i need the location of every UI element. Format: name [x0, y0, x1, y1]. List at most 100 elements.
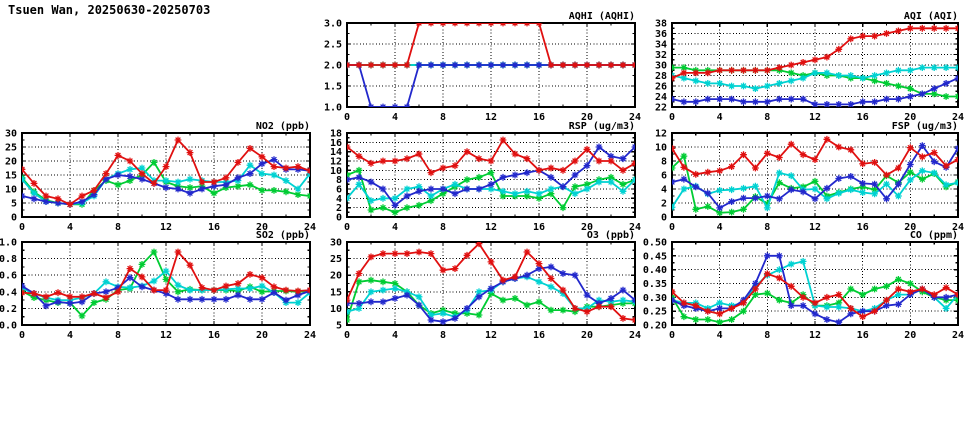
co-xtick-label: 16	[857, 330, 869, 341]
aqi-xtick-label: 12	[809, 112, 821, 123]
rsp-xtick-label: 20	[581, 222, 593, 233]
aqi-markers-cyan	[672, 64, 958, 92]
page-title: Tsuen Wan, 20250630-20250703	[8, 3, 211, 17]
aqhi-xtick-label: 24	[629, 112, 641, 123]
aqhi-ytick-label: 3.0	[324, 19, 342, 30]
no2-chart-title: NO2 (ppb)	[256, 121, 310, 132]
fsp-xtick-label: 8	[764, 222, 770, 233]
fsp-xtick-label: 12	[809, 222, 821, 233]
aqi-xtick-label: 20	[904, 112, 916, 123]
aqi-ytick-label: 28	[655, 71, 667, 82]
o3-series-group	[347, 242, 635, 325]
o3-xtick-label: 0	[344, 330, 350, 341]
no2-xtick-label: 4	[67, 222, 73, 233]
fsp-ytick-label: 2	[661, 199, 667, 210]
rsp-ytick-label: 4	[336, 194, 342, 205]
fsp-xtick-label: 4	[717, 222, 723, 233]
so2-ytick-label: 0.4	[0, 287, 17, 298]
no2-ytick-label: 20	[5, 157, 17, 168]
fsp-xtick-label: 20	[904, 222, 916, 233]
so2-ytick-label: 0.2	[0, 304, 17, 315]
fsp-chart-title: FSP (ug/m3)	[892, 121, 958, 132]
aqhi-series-group	[347, 23, 635, 107]
co-xtick-label: 24	[952, 330, 964, 341]
aqhi-ytick-label: 1.0	[324, 103, 342, 114]
aqi-ytick-label: 24	[655, 92, 667, 103]
so2-grid	[22, 242, 310, 325]
rsp-xtick-label: 16	[533, 222, 545, 233]
aqhi-ytick-label: 2.5	[324, 40, 342, 51]
no2-ytick-label: 5	[11, 199, 17, 210]
aqi-markers-blue	[672, 74, 958, 107]
co-ytick-label: 0.35	[643, 279, 667, 290]
no2-xtick-label: 24	[304, 222, 316, 233]
no2-xtick-label: 0	[19, 222, 25, 233]
so2-series-group	[22, 248, 310, 320]
o3-chart-title: O3 (ppb)	[587, 230, 635, 241]
so2-xtick-label: 0	[19, 330, 25, 341]
no2-ytick-label: 0	[11, 213, 17, 224]
fsp-xtick-label: 24	[952, 222, 964, 233]
no2-ytick-label: 25	[5, 143, 17, 154]
aqhi-xtick-label: 16	[533, 112, 545, 123]
o3-markers-red	[347, 242, 635, 324]
no2-xtick-label: 16	[208, 222, 220, 233]
aqi-xtick-label: 4	[717, 112, 723, 123]
rsp-xtick-label: 4	[392, 222, 398, 233]
so2-ytick-label: 0.8	[0, 254, 17, 265]
no2-xtick-label: 8	[115, 222, 121, 233]
fsp-series-group	[672, 135, 958, 217]
aqi-xtick-label: 0	[669, 112, 675, 123]
rsp-series-group	[347, 136, 635, 216]
rsp-ytick-label: 8	[336, 175, 342, 186]
rsp-markers-cyan	[347, 176, 635, 205]
aqhi-markers-red	[347, 23, 635, 69]
rsp-markers-red	[347, 136, 635, 177]
o3-xtick-label: 20	[581, 330, 593, 341]
so2-xtick-label: 16	[208, 330, 220, 341]
aqi-xtick-label: 24	[952, 112, 964, 123]
aqi-xtick-label: 16	[857, 112, 869, 123]
co-ytick-label: 0.30	[643, 293, 667, 304]
co-ytick-label: 0.20	[643, 321, 667, 332]
o3-ytick-label: 5	[336, 321, 342, 332]
no2-ytick-label: 30	[5, 129, 17, 140]
o3-ytick-label: 25	[330, 254, 342, 265]
aqi-ytick-label: 22	[655, 103, 667, 114]
so2-xtick-label: 12	[160, 330, 172, 341]
o3-ytick-label: 15	[330, 287, 342, 298]
aqi-grid	[672, 23, 958, 107]
fsp-ytick-label: 4	[661, 185, 667, 196]
co-plot-border	[671, 241, 959, 326]
aqhi-chart-title: AQHI (AQHI)	[569, 11, 635, 22]
rsp-chart-title: RSP (ug/m3)	[569, 121, 635, 132]
co-xtick-label: 0	[669, 330, 675, 341]
aqhi-ytick-label: 2.0	[324, 61, 342, 72]
so2-xtick-label: 24	[304, 330, 316, 341]
o3-ytick-label: 30	[330, 238, 342, 249]
rsp-ytick-label: 2	[336, 203, 342, 214]
fsp-ytick-label: 6	[661, 171, 667, 182]
fsp-ytick-label: 8	[661, 157, 667, 168]
fsp-xtick-label: 0	[669, 222, 675, 233]
so2-xtick-label: 20	[256, 330, 268, 341]
co-xtick-label: 4	[717, 330, 723, 341]
o3-xtick-label: 8	[440, 330, 446, 341]
so2-markers-red	[22, 248, 310, 301]
no2-xtick-label: 20	[256, 222, 268, 233]
o3-xtick-label: 4	[392, 330, 398, 341]
o3-xtick-label: 12	[485, 330, 497, 341]
aqi-ytick-label: 26	[655, 82, 667, 93]
rsp-xtick-label: 12	[485, 222, 497, 233]
chart-no2: 0 4 8 12 16 20 24 0 5 10 15 20 25 30 NO2 (ppb)	[5, 121, 316, 233]
o3-ytick-label: 20	[330, 271, 342, 282]
fsp-ytick-label: 12	[655, 129, 667, 140]
rsp-markers-green	[347, 166, 635, 216]
co-ytick-label: 0.45	[643, 251, 667, 262]
aqi-xtick-label: 8	[764, 112, 770, 123]
aqi-markers-red	[672, 24, 958, 82]
co-xtick-label: 8	[764, 330, 770, 341]
